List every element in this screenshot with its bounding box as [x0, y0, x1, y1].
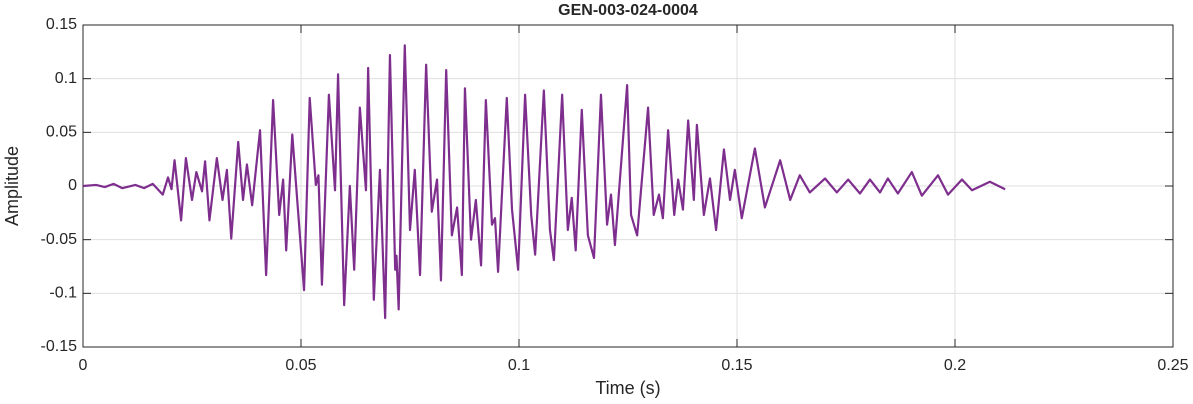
y-tick-label: 0.1: [55, 70, 77, 87]
chart-title: GEN-003-024-0004: [558, 2, 698, 19]
y-tick-label: 0.15: [46, 16, 77, 33]
signal-line: [82, 44, 1006, 320]
x-tick-label: 0.15: [721, 357, 752, 374]
x-tick-label: 0: [79, 357, 88, 374]
x-tick-label: 0.05: [285, 357, 316, 374]
y-tick-label: 0.05: [46, 124, 77, 141]
y-axis-label: Amplitude: [2, 146, 22, 226]
y-tick-label: -0.1: [49, 285, 77, 302]
x-tick-label: 0.25: [1157, 357, 1188, 374]
y-tick-label: 0: [68, 177, 77, 194]
y-tick-label: -0.05: [41, 231, 78, 248]
x-axis-label: Time (s): [595, 378, 660, 398]
x-tick-label: 0.2: [944, 357, 966, 374]
y-tick-label: -0.15: [41, 338, 78, 355]
x-tick-label: 0.1: [508, 357, 530, 374]
